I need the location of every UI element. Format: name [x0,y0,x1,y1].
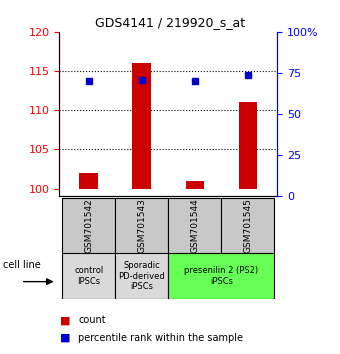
Text: ■: ■ [59,333,70,343]
Bar [168,198,221,253]
Bar [115,198,168,253]
Bar [133,63,151,189]
Bar [186,181,204,189]
Bar [221,198,274,253]
Text: GSM701544: GSM701544 [190,198,199,253]
Bar [168,253,274,299]
Bar [239,102,257,189]
Bar [62,253,115,299]
Text: cell line: cell line [3,259,41,270]
Text: control
IPSCs: control IPSCs [74,267,103,286]
Bar [115,253,168,299]
Text: GSM701545: GSM701545 [243,198,252,253]
Bar [62,198,115,253]
Bar [80,173,98,189]
Text: GSM701542: GSM701542 [84,198,93,253]
Text: ■: ■ [59,315,70,325]
Text: percentile rank within the sample: percentile rank within the sample [78,333,243,343]
Text: Sporadic
PD-derived
iPSCs: Sporadic PD-derived iPSCs [118,261,165,291]
Text: presenilin 2 (PS2)
iPSCs: presenilin 2 (PS2) iPSCs [184,267,258,286]
Text: count: count [78,315,106,325]
Text: GSM701543: GSM701543 [137,198,146,253]
Text: GDS4141 / 219920_s_at: GDS4141 / 219920_s_at [95,16,245,29]
